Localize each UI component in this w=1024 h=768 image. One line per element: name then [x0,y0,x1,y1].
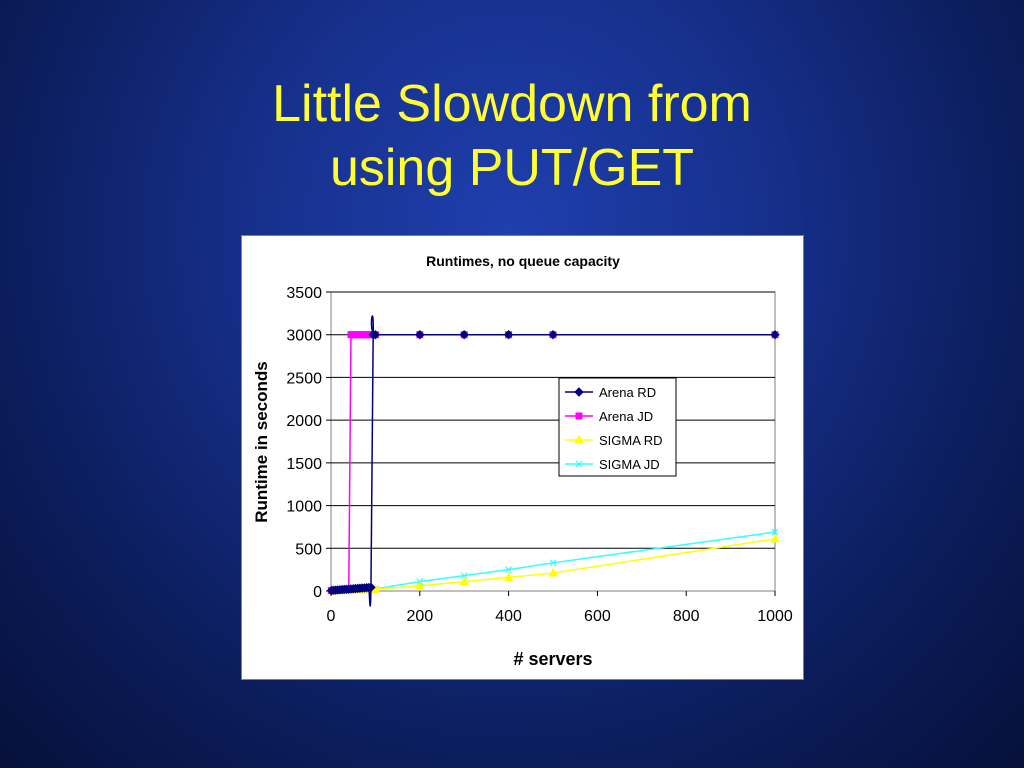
axes: 0 500 1000 1500 2000 2500 3000 3500 0 200 400 600 80… [286,285,792,625]
plot-area [330,291,776,592]
data-point-sigma-jd [549,559,557,567]
data-point-sigma-jd [505,566,513,574]
data-point-sigma-rd [414,580,425,590]
data-point-sigma-rd [770,533,780,543]
x-tick-label: 0 [327,608,336,625]
data-point-arena-rd [770,330,780,340]
slide-title-line-1: Little Slowdown from [272,75,752,133]
data-point-sigma-jd [460,572,468,580]
data-point-arena-rd [415,330,425,340]
legend-marker [575,412,583,420]
data-point-sigma-rd [548,568,558,577]
data-point-arena-rd [459,330,469,340]
x-tick-label: 600 [584,608,611,625]
slide-title-line-2: using PUT/GET [329,139,695,197]
y-tick-label: 1000 [286,499,322,516]
legend-item-sigma-jd: SIGMA JD [565,457,660,472]
legend-marker [574,387,584,397]
data-point-arena-rd [366,582,376,593]
y-tick-label: 0 [313,584,322,601]
x-tick-label: 800 [673,608,700,625]
legend-label: SIGMA JD [599,457,660,472]
chart-title: Runtimes, no queue capacity [426,253,620,269]
slide-title: Little Slowdown from using PUT/GET [0,72,1024,200]
data-point-arena-rd [548,330,558,340]
y-tick-label: 3500 [286,285,322,302]
y-tick-label: 2000 [286,413,322,430]
y-tick-label: 1500 [286,456,322,473]
legend: Arena RD Arena JD SIGMA RD SIGMA JD [558,377,677,477]
x-axis-label: # servers [513,649,592,669]
data-point-sigma-rd [459,576,470,586]
legend-label: Arena RD [599,385,656,400]
data-point-arena-rd [503,330,514,340]
data-point-sigma-jd [771,528,779,536]
legend-marker [575,460,583,468]
legend-item-arena-rd: Arena RD [565,385,656,400]
legend-item-sigma-rd: SIGMA RD [565,433,663,448]
data-point-arena-rd [370,330,381,340]
data-point-sigma-rd [503,572,514,581]
x-tick-label: 200 [406,608,433,625]
y-axis-label: Runtime in seconds [252,361,271,523]
x-tick-label: 400 [495,608,522,625]
y-tick-label: 3000 [286,328,322,345]
chart-panel: Runtimes, no queue capacity 0 500 1000 1500… [241,235,804,680]
legend-label: Arena JD [599,409,653,424]
series-arena-rd [326,315,780,607]
y-tick-label: 500 [295,541,322,558]
legend-item-arena-jd: Arena JD [565,409,653,424]
legend-marker [574,434,584,444]
y-tick-label: 2500 [286,370,322,387]
legend-label: SIGMA RD [599,433,663,448]
x-tick-label: 1000 [757,608,793,625]
series-group [326,315,780,607]
runtime-chart: Runtimes, no queue capacity 0 500 1000 1500… [252,253,793,669]
